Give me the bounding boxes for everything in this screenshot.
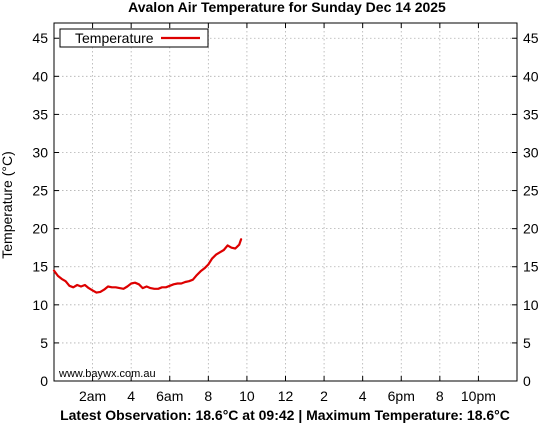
y-tick-label: 35 [32, 106, 48, 122]
y-tick-label: 15 [523, 259, 539, 275]
x-tick-label: 10pm [461, 388, 496, 404]
y-tick-label: 45 [523, 30, 539, 46]
temperature-series-line [52, 238, 243, 294]
y-tick-label: 5 [523, 335, 531, 351]
y-tick-label: 10 [523, 297, 539, 313]
y-tick-label: 0 [523, 373, 531, 389]
y-tick-label: 15 [32, 259, 48, 275]
legend-box [59, 28, 209, 48]
x-tick-label: 8 [436, 388, 444, 404]
legend-label: Temperature [75, 30, 154, 46]
y-axis-label: Temperature (°C) [0, 151, 15, 259]
y-tick-label: 45 [32, 30, 48, 46]
series-layer [52, 238, 243, 294]
x-tick-label: 4 [359, 388, 367, 404]
y-axis-tick-labels-right: 0 5 10 15 20 25 30 35 40 45 [523, 30, 539, 389]
legend: Temperature [59, 28, 209, 48]
y-tick-label: 0 [40, 373, 48, 389]
axis-ticks [54, 23, 517, 382]
y-tick-label: 40 [523, 68, 539, 84]
y-axis-tick-labels-left: 0 5 10 15 20 25 30 35 40 45 [32, 30, 48, 389]
y-tick-label: 25 [32, 183, 48, 199]
x-axis-tick-labels: 2am 4 6am 8 10 12 2 4 6pm 8 10pm [79, 388, 496, 404]
x-tick-label: 2 [320, 388, 328, 404]
x-tick-label: 10 [239, 388, 255, 404]
y-tick-label: 10 [32, 297, 48, 313]
x-tick-label: 6pm [388, 388, 415, 404]
y-tick-label: 5 [40, 335, 48, 351]
x-tick-label: 4 [127, 388, 135, 404]
chart-title: Avalon Air Temperature for Sunday Dec 14… [128, 0, 446, 15]
y-tick-label: 25 [523, 183, 539, 199]
y-tick-label: 20 [523, 221, 539, 237]
y-tick-label: 35 [523, 106, 539, 122]
source-watermark: www.baywx.com.au [58, 368, 156, 380]
y-tick-label: 40 [32, 68, 48, 84]
x-tick-label: 2am [79, 388, 106, 404]
grid [54, 23, 517, 381]
x-tick-label: 12 [278, 388, 294, 404]
y-tick-label: 30 [32, 144, 48, 160]
x-tick-label: 8 [204, 388, 212, 404]
y-tick-label: 30 [523, 144, 539, 160]
latest-observation-footer: Latest Observation: 18.6°C at 09:42 | Ma… [60, 407, 510, 423]
x-tick-label: 6am [156, 388, 183, 404]
y-tick-label: 20 [32, 221, 48, 237]
